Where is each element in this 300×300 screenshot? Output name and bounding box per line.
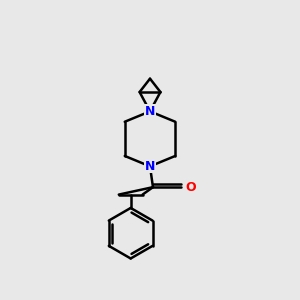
Text: N: N — [145, 160, 155, 173]
Text: N: N — [145, 105, 155, 118]
Text: O: O — [186, 181, 196, 194]
